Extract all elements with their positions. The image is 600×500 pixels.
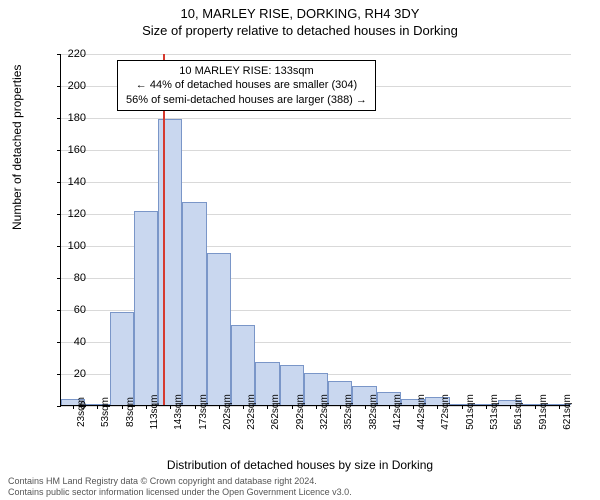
x-tick-label: 143sqm	[173, 394, 184, 430]
chart-title: 10, MARLEY RISE, DORKING, RH4 3DY	[0, 0, 600, 21]
x-tick-label: 531sqm	[489, 394, 500, 430]
footer-line-2: Contains public sector information licen…	[8, 487, 352, 498]
x-tick-mark	[510, 405, 511, 409]
x-tick-mark	[146, 405, 147, 409]
x-tick-label: 561sqm	[513, 394, 524, 430]
gridline	[61, 182, 571, 183]
x-tick-label: 262sqm	[270, 394, 281, 430]
x-tick-mark	[316, 405, 317, 409]
y-tick-label: 120	[56, 208, 86, 220]
annotation-line: 56% of semi-detached houses are larger (…	[126, 93, 367, 107]
x-tick-label: 173sqm	[198, 394, 209, 430]
histogram-bar	[207, 253, 231, 405]
y-tick-label: 80	[56, 272, 86, 284]
x-tick-mark	[340, 405, 341, 409]
x-tick-mark	[122, 405, 123, 409]
x-tick-mark	[559, 405, 560, 409]
histogram-bar	[231, 325, 255, 405]
histogram-bar	[158, 119, 182, 405]
y-tick-label: 200	[56, 80, 86, 92]
x-tick-mark	[243, 405, 244, 409]
x-tick-mark	[195, 405, 196, 409]
x-tick-mark	[486, 405, 487, 409]
x-tick-mark	[413, 405, 414, 409]
histogram-bar	[110, 312, 134, 405]
x-tick-label: 53sqm	[100, 397, 111, 427]
y-tick-label: 140	[56, 176, 86, 188]
x-tick-mark	[97, 405, 98, 409]
x-tick-mark	[365, 405, 366, 409]
x-tick-label: 382sqm	[368, 394, 379, 430]
histogram-bar	[182, 202, 206, 405]
annotation-line: ← 44% of detached houses are smaller (30…	[126, 78, 367, 92]
x-tick-label: 23sqm	[76, 397, 87, 427]
footer-line-1: Contains HM Land Registry data © Crown c…	[8, 476, 352, 487]
x-axis-label: Distribution of detached houses by size …	[0, 458, 600, 472]
x-tick-mark	[267, 405, 268, 409]
x-tick-mark	[389, 405, 390, 409]
y-tick-label: 180	[56, 112, 86, 124]
annotation-box: 10 MARLEY RISE: 133sqm← 44% of detached …	[117, 60, 376, 111]
x-tick-label: 113sqm	[149, 395, 160, 430]
chart-area: 10 MARLEY RISE: 133sqm← 44% of detached …	[60, 54, 570, 406]
gridline	[61, 150, 571, 151]
y-tick-label: 40	[56, 336, 86, 348]
annotation-line: 10 MARLEY RISE: 133sqm	[126, 64, 367, 78]
chart-subtitle: Size of property relative to detached ho…	[0, 21, 600, 38]
gridline	[61, 118, 571, 119]
histogram-bar	[134, 211, 158, 405]
x-tick-label: 292sqm	[295, 394, 306, 430]
x-tick-label: 472sqm	[440, 394, 451, 430]
x-tick-label: 621sqm	[562, 394, 573, 430]
x-tick-label: 442sqm	[416, 394, 427, 430]
x-tick-label: 202sqm	[222, 394, 233, 430]
x-tick-label: 412sqm	[392, 394, 403, 430]
x-tick-label: 322sqm	[319, 394, 330, 430]
y-tick-label: 20	[56, 368, 86, 380]
footer-credits: Contains HM Land Registry data © Crown c…	[8, 476, 352, 498]
y-tick-label: 60	[56, 304, 86, 316]
x-tick-mark	[535, 405, 536, 409]
y-axis-label: Number of detached properties	[10, 65, 24, 230]
y-tick-label: 160	[56, 144, 86, 156]
y-tick-label: 100	[56, 240, 86, 252]
x-tick-mark	[219, 405, 220, 409]
x-tick-mark	[170, 405, 171, 409]
x-tick-label: 83sqm	[125, 397, 136, 427]
x-tick-mark	[437, 405, 438, 409]
plot-region: 10 MARLEY RISE: 133sqm← 44% of detached …	[60, 54, 570, 406]
y-tick-label: 220	[56, 48, 86, 60]
x-tick-label: 501sqm	[465, 394, 476, 430]
x-tick-label: 232sqm	[246, 394, 257, 430]
x-tick-label: 591sqm	[538, 394, 549, 430]
x-tick-label: 352sqm	[343, 394, 354, 430]
x-tick-mark	[292, 405, 293, 409]
gridline	[61, 54, 571, 55]
x-tick-mark	[462, 405, 463, 409]
